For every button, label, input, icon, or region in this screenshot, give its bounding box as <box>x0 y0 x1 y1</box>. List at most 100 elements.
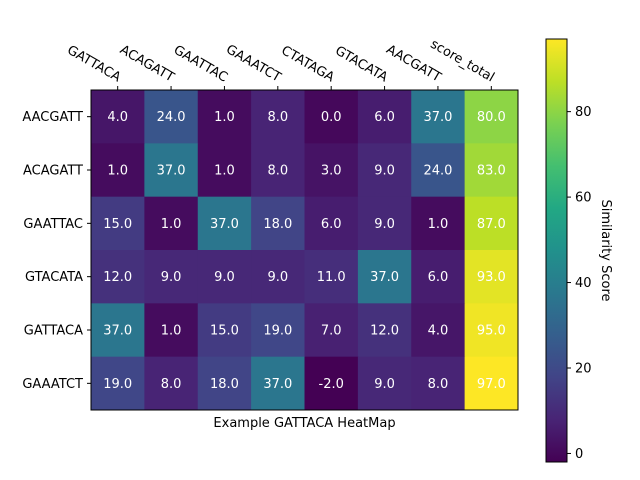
colorbar-label: Similarity Score <box>598 199 613 301</box>
x-tick-label: GAAATCT <box>223 42 283 85</box>
cell-value-label: 24.0 <box>423 164 452 179</box>
cell-value-label: 8.0 <box>267 164 288 179</box>
heatmap-cell <box>464 356 519 411</box>
y-tick-label: GATTACA <box>24 324 83 339</box>
heatmap-cell <box>144 250 199 304</box>
heatmap-cell <box>411 250 466 304</box>
cell-value-label: 18.0 <box>210 377 239 392</box>
heatmap-cell <box>197 143 252 198</box>
cell-value-label: 97.0 <box>477 377 506 392</box>
heatmap-cell <box>91 356 145 411</box>
heatmap-cell <box>304 250 359 304</box>
cell-value-label: 9.0 <box>374 164 395 179</box>
x-tick-label: GATTACA <box>64 43 123 86</box>
heatmap-cell <box>144 143 199 198</box>
heatmap-cell <box>464 90 519 144</box>
cell-value-label: 1.0 <box>161 217 182 232</box>
x-tick-label: ACAGATT <box>117 42 177 85</box>
cell-value-label: 1.0 <box>214 110 235 125</box>
heatmap-cell <box>197 356 252 411</box>
cell-value-label: 9.0 <box>267 270 288 285</box>
colorbar-tick-label: 20 <box>575 362 592 377</box>
cell-value-label: 15.0 <box>210 324 239 339</box>
colorbar: 0 20 40 60 80 Similarity Score <box>545 38 613 463</box>
y-tick-label: ACAGATT <box>23 164 83 179</box>
heatmap-cell <box>304 303 359 358</box>
plot-frame <box>90 89 519 411</box>
cell-value-label: 8.0 <box>428 377 449 392</box>
heatmap-cell <box>251 303 305 358</box>
cell-value-label: 9.0 <box>374 377 395 392</box>
cell-value-label: 11.0 <box>317 270 346 285</box>
heatmap-cell <box>197 250 252 304</box>
y-tick-label: GAAATCT <box>22 377 83 392</box>
heatmap-cell <box>357 303 412 358</box>
cell-value-label: 18.0 <box>263 217 292 232</box>
heatmap-cell <box>251 143 305 198</box>
cell-value-label: 95.0 <box>477 324 506 339</box>
cell-value-label: 3.0 <box>321 164 342 179</box>
x-tick-label: CTATAGA <box>279 43 337 85</box>
cell-value-label: 12.0 <box>103 270 132 285</box>
cell-value-label: 83.0 <box>477 164 506 179</box>
heatmap-cell <box>197 303 252 358</box>
cell-value-label: 37.0 <box>263 377 292 392</box>
heatmap-cell <box>91 303 145 358</box>
heatmap-cell <box>411 303 466 358</box>
heatmap-cell <box>304 143 359 198</box>
x-tick-label: GTACATA <box>332 43 390 85</box>
cell-value-label: 1.0 <box>428 217 449 232</box>
cell-value-label: 6.0 <box>321 217 342 232</box>
heatmap-cell <box>464 196 519 251</box>
cell-value-label: 12.0 <box>370 324 399 339</box>
colorbar-gradient <box>545 38 568 463</box>
colorbar-tick-label: 60 <box>575 191 592 206</box>
heatmap-cell <box>251 250 305 304</box>
heatmap-cell <box>411 356 466 411</box>
heatmap-cell <box>197 90 252 144</box>
cell-value-label: 6.0 <box>428 270 449 285</box>
heatmap-cell <box>411 90 466 144</box>
cell-value-label: 37.0 <box>370 270 399 285</box>
heatmap-cell <box>91 196 145 251</box>
cell-value-label: 80.0 <box>477 110 506 125</box>
x-tick-label: GAATTAC <box>171 43 230 86</box>
cell-value-label: 4.0 <box>428 324 449 339</box>
cell-value-label: 0.0 <box>321 110 342 125</box>
cell-value-label: -2.0 <box>319 377 344 392</box>
cell-value-label: 87.0 <box>477 217 506 232</box>
cell-value-label: 37.0 <box>210 217 239 232</box>
cell-value-label: 37.0 <box>423 110 452 125</box>
cell-value-label: 9.0 <box>374 217 395 232</box>
cell-value-label: 24.0 <box>157 110 186 125</box>
cell-value-label: 93.0 <box>477 270 506 285</box>
heatmap-cell <box>251 196 305 251</box>
y-tick-label: GTACATA <box>25 270 83 285</box>
heatmap-cell <box>357 90 412 144</box>
heatmap-cell <box>357 250 412 304</box>
heatmap-cell <box>144 303 199 358</box>
heatmap-cell <box>357 356 412 411</box>
colorbar-ticks: 0 20 40 60 80 <box>567 105 592 462</box>
colorbar-tick-label: 40 <box>575 276 592 291</box>
heatmap-cell <box>144 196 199 251</box>
cell-value-label: 9.0 <box>214 270 235 285</box>
cell-value-label: 19.0 <box>263 324 292 339</box>
heatmap-cell <box>464 250 519 304</box>
y-tick-label: GAATTAC <box>23 217 83 232</box>
x-axis-label: Example GATTACA HeatMap <box>213 416 395 431</box>
heatmap-cell <box>304 196 359 251</box>
heatmap-cell <box>251 90 305 144</box>
heatmap-cell <box>464 143 519 198</box>
x-axis-ticks: GATTACAACAGATTGAATTACGAAATCTCTATAGAGTACA… <box>64 37 497 90</box>
cell-value-label: 1.0 <box>214 164 235 179</box>
cell-value-label: 19.0 <box>103 377 132 392</box>
heatmap-cell <box>251 356 305 411</box>
cell-value-label: 37.0 <box>103 324 132 339</box>
heatmap-cell <box>357 143 412 198</box>
cell-value-label: 4.0 <box>107 110 128 125</box>
cell-value-label: 6.0 <box>374 110 395 125</box>
cell-value-label: 8.0 <box>161 377 182 392</box>
cell-value-label: 7.0 <box>321 324 342 339</box>
